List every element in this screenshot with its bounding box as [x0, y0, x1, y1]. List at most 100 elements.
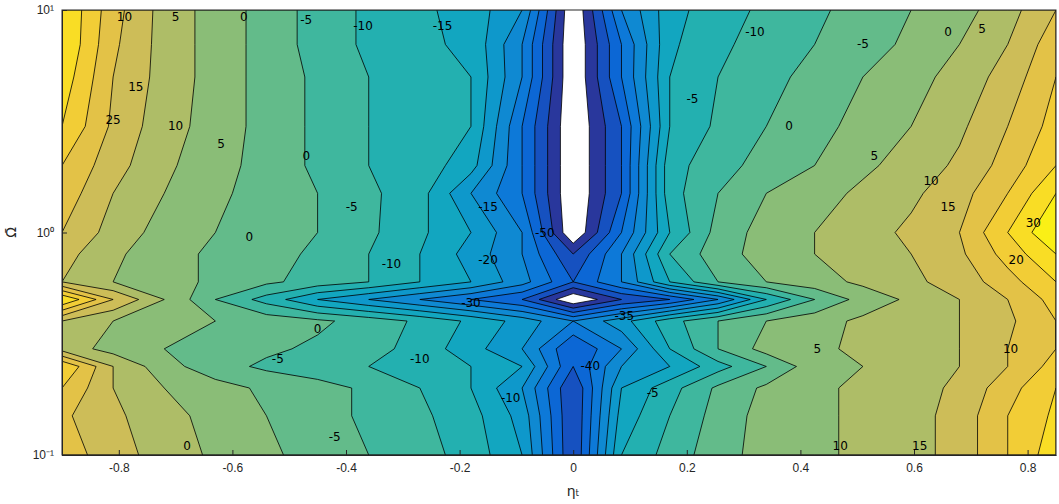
x-axis: -0.8 -0.6 -0.4 -0.2 0 0.2 0.4 0.6 0.8	[63, 450, 1057, 475]
contour-band	[62, 10, 1056, 455]
contour-label: 20	[1009, 253, 1024, 267]
contour-label: 5	[814, 342, 822, 356]
x-tick-mark	[800, 450, 801, 455]
x-tick: -0.8	[109, 450, 130, 475]
x-tick-mark	[1028, 450, 1029, 455]
contour-label: 0	[246, 230, 254, 244]
x-tick-label: 0.4	[793, 461, 810, 475]
x-tick: 0	[570, 450, 577, 475]
contour-label: 25	[105, 113, 120, 127]
x-tick: 0.6	[906, 450, 923, 475]
x-tick-label: -0.4	[336, 461, 357, 475]
contour-label: 15	[940, 200, 955, 214]
x-tick-mark	[687, 450, 688, 455]
contour-label: 5	[217, 137, 225, 151]
y-tick: 10⁰	[37, 226, 67, 240]
contour-band	[62, 10, 1056, 455]
x-tick-label: -0.6	[223, 461, 244, 475]
contour-label: 0	[785, 119, 793, 133]
contour-label: 0	[314, 322, 322, 336]
x-tick: -0.2	[450, 450, 471, 475]
contour-label: -20	[478, 253, 498, 267]
y-tick: 10⁻¹	[33, 448, 67, 462]
x-tick: 0.4	[793, 450, 810, 475]
y-tick-mark	[62, 233, 67, 234]
x-tick: -0.4	[336, 450, 357, 475]
contour-band	[62, 10, 1056, 254]
x-tick-label: 0	[570, 461, 577, 475]
y-tick-label: 10⁰	[37, 226, 54, 240]
contour-label: -10	[410, 352, 430, 366]
contour-band	[62, 10, 1056, 455]
contour-label: -10	[353, 19, 373, 33]
y-tick-mark	[62, 455, 67, 456]
contour-label: 0	[183, 439, 191, 453]
contour-label: 5	[870, 149, 878, 163]
contour-label: 0	[240, 10, 248, 24]
x-tick-label: 0.6	[906, 461, 923, 475]
x-tick-label: 0.8	[1020, 461, 1037, 475]
plot-area: -0.8-0.6-0.4-0.200.20.40.60.810⁻¹10⁰10¹1…	[33, 3, 1057, 474]
contour-band	[62, 10, 1056, 455]
contour-label: 0	[944, 25, 952, 39]
x-tick: 0.8	[1020, 450, 1037, 475]
contour-label: -30	[461, 296, 481, 310]
x-tick-mark	[232, 450, 233, 455]
x-tick-mark	[346, 450, 347, 455]
contour-label: 10	[833, 439, 848, 453]
contour-label: 5	[172, 10, 180, 24]
contour-labels: 1050-5-10-15-10-50515251050-5-15-10-5051…	[105, 10, 1040, 453]
contour-label: 10	[168, 119, 183, 133]
contour-label: -5	[686, 92, 698, 106]
x-tick-label: -0.8	[109, 461, 130, 475]
contour-label: 30	[1026, 216, 1041, 230]
contour-label: -10	[501, 391, 521, 405]
contour-label: 10	[923, 174, 938, 188]
x-tick-mark	[573, 450, 574, 455]
contour-label: -5	[857, 37, 869, 51]
plot-frame	[62, 10, 1056, 455]
contour-band	[62, 10, 1056, 455]
x-tick: -0.6	[223, 450, 244, 475]
contour-group	[62, 10, 1056, 455]
y-tick-label: 10⁻¹	[33, 448, 54, 462]
contour-label: -5	[647, 386, 659, 400]
contour-band	[62, 10, 1056, 455]
plot-background	[62, 10, 1056, 455]
contour-label: -40	[580, 359, 600, 373]
contour-label: -15	[478, 200, 498, 214]
contour-label: -5	[346, 200, 358, 214]
contour-label: -5	[300, 13, 312, 27]
contour-label: 0	[302, 149, 310, 163]
contour-band	[62, 10, 1056, 455]
contour-label: -35	[615, 309, 635, 323]
contour-label: 10	[117, 10, 132, 24]
contour-label: 15	[128, 80, 143, 94]
contour-label: -10	[382, 257, 402, 271]
x-tick-mark	[119, 450, 120, 455]
contour-band	[62, 10, 1056, 455]
contour-label: 10	[1003, 342, 1018, 356]
contour-band	[62, 10, 1056, 455]
contour-label: -5	[272, 352, 284, 366]
contour-band	[62, 10, 1056, 455]
chart: -0.8-0.6-0.4-0.200.20.40.60.810⁻¹10⁰10¹1…	[0, 0, 1059, 504]
y-axis-title: Ω̄	[3, 227, 19, 238]
contour-band	[62, 10, 1056, 455]
contour-label: -50	[535, 226, 555, 240]
contour-label: 5	[978, 22, 986, 36]
contour-label: -5	[329, 430, 341, 444]
contour-label: 15	[912, 439, 927, 453]
x-tick-label: -0.2	[450, 461, 471, 475]
x-tick: 0.2	[679, 450, 696, 475]
y-tick: 10¹	[37, 3, 67, 17]
x-tick-label: 0.2	[679, 461, 696, 475]
x-axis-line	[63, 455, 1057, 456]
y-axis: 10⁻¹ 10⁰ 10¹	[33, 3, 67, 462]
contour-band	[62, 10, 1056, 455]
y-tick-mark	[62, 10, 67, 11]
contour-band	[62, 10, 1056, 455]
contour-band	[62, 10, 1056, 455]
contour-label: -15	[433, 19, 453, 33]
x-tick-mark	[460, 450, 461, 455]
